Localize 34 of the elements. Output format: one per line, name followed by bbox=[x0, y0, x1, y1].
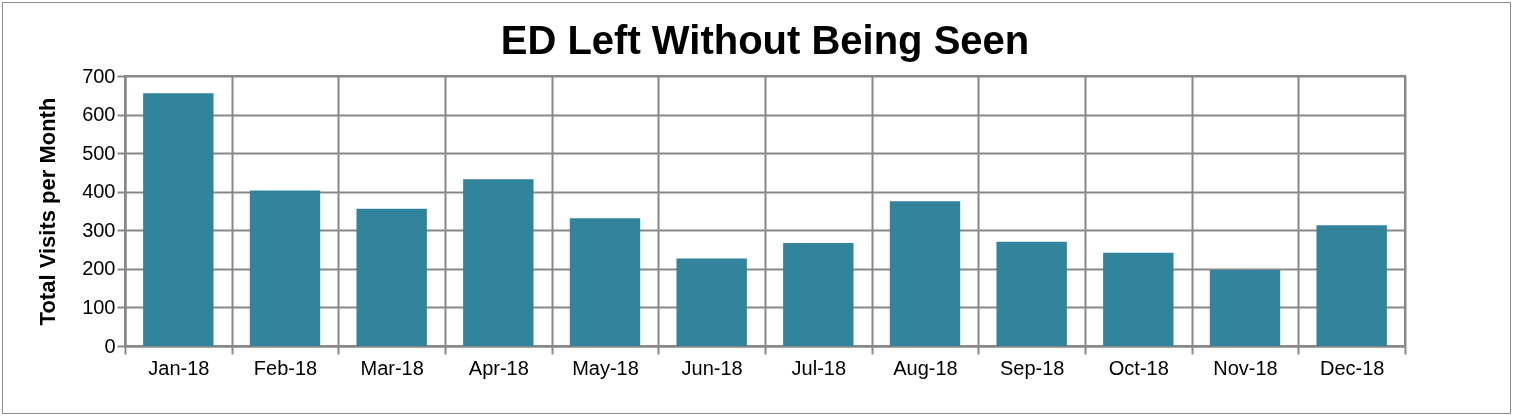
x-tick-label: Dec-18 bbox=[1319, 356, 1385, 379]
x-tick-label: Apr-18 bbox=[468, 356, 529, 379]
x-tick-label: Mar-18 bbox=[360, 356, 424, 379]
bar bbox=[1103, 252, 1174, 346]
y-tick-label: 300 bbox=[82, 218, 116, 241]
bar bbox=[996, 241, 1067, 346]
bar bbox=[249, 190, 321, 346]
bar bbox=[569, 218, 641, 346]
x-tick-label: Oct-18 bbox=[1108, 356, 1169, 379]
bar bbox=[463, 179, 534, 346]
y-tick-label: 200 bbox=[82, 257, 116, 280]
y-tick-label: 100 bbox=[82, 295, 116, 318]
x-tick-label: Jan-18 bbox=[148, 356, 210, 379]
bar bbox=[1209, 270, 1281, 346]
x-tick-label: Jul-18 bbox=[791, 356, 847, 379]
y-tick-label: 600 bbox=[82, 103, 116, 126]
x-tick-label: Feb-18 bbox=[253, 356, 318, 379]
bar bbox=[1316, 225, 1387, 346]
bar bbox=[676, 258, 747, 346]
y-tick-label: 500 bbox=[82, 141, 116, 164]
x-tick-label: Aug-18 bbox=[893, 356, 958, 379]
y-tick-label: 700 bbox=[82, 64, 116, 87]
x-tick-label: Nov-18 bbox=[1213, 356, 1278, 379]
bar bbox=[889, 201, 961, 346]
x-tick-label: Sep-18 bbox=[999, 356, 1065, 379]
x-tick-label: Jun-18 bbox=[681, 356, 743, 379]
bar bbox=[783, 243, 854, 346]
bar bbox=[143, 93, 214, 346]
y-tick-label: 0 bbox=[104, 334, 116, 357]
y-axis-title: Total Visits per Month bbox=[35, 97, 61, 326]
bar bbox=[356, 208, 427, 346]
x-tick-label: May-18 bbox=[572, 356, 639, 379]
y-tick-label: 400 bbox=[82, 180, 116, 203]
chart-title: ED Left Without Being Seen bbox=[500, 18, 1030, 62]
